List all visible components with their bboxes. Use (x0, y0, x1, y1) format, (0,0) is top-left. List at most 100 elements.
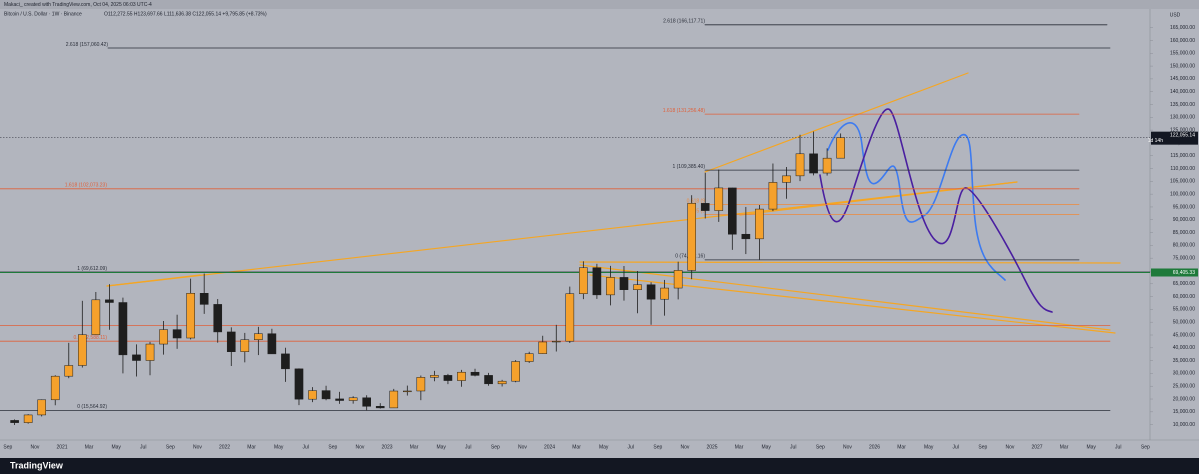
candle-body (660, 287, 669, 300)
header-ohlc: O112,272.55 H123,697.66 L111,636.38 C122… (104, 11, 267, 17)
candle-body (362, 397, 371, 407)
y-tick-label: 50,000.00 (1173, 320, 1195, 326)
x-tick-label: 2024 (544, 444, 555, 450)
candle-body (700, 203, 710, 211)
fib-level-label: 0.5 (42,588.11) (73, 335, 107, 341)
y-tick-label: 145,000.00 (1170, 76, 1195, 82)
y-tick-label: 25,000.00 (1173, 384, 1195, 390)
candle-body (50, 375, 60, 401)
candle-body (673, 270, 683, 289)
x-tick-label: May (1086, 444, 1096, 450)
x-tick-label: May (436, 444, 446, 450)
x-tick-label: Sep (3, 444, 12, 450)
y-tick-label: 110,000.00 (1170, 166, 1195, 172)
fib-level-label: 1 (69,612.09) (77, 266, 107, 272)
candle-body (524, 353, 534, 362)
candle-body (145, 343, 155, 361)
x-tick-label: Sep (816, 444, 825, 450)
candle-body (308, 390, 317, 400)
y-tick-label: 105,000.00 (1170, 179, 1195, 185)
x-tick-label: May (274, 444, 284, 450)
marker-label: 69,405.33 (1173, 270, 1195, 276)
candle-body (633, 284, 642, 290)
y-tick-label: 15,000.00 (1173, 409, 1195, 415)
header-title: Makaci_ created with TradingView.com, Oc… (4, 2, 152, 8)
x-tick-label: Mar (572, 444, 581, 450)
candle-body (619, 277, 629, 290)
candle-body (132, 354, 141, 361)
y-tick-label: 135,000.00 (1170, 102, 1195, 108)
x-tick-label: 2023 (381, 444, 392, 450)
candle-body (809, 153, 818, 174)
candle-body (457, 371, 466, 381)
candle-body (37, 399, 46, 416)
candle-body (646, 284, 656, 300)
y-tick-label: 75,000.00 (1173, 255, 1195, 261)
candle-body (592, 267, 602, 296)
x-tick-label: Mar (410, 444, 419, 450)
x-tick-label: Jul (303, 444, 309, 450)
x-tick-label: Nov (680, 444, 689, 450)
x-tick-label: Sep (978, 444, 987, 450)
fib-level-label: 2.618 (166,117.71) (663, 19, 705, 25)
countdown-label: 1d 14h (1148, 138, 1164, 144)
fib-level-label: 0.5 (9 (692, 208, 705, 214)
candle-body (443, 375, 453, 381)
y-tick-label: 60,000.00 (1173, 294, 1195, 300)
candle-body (321, 390, 331, 400)
candle-body (105, 299, 114, 303)
y-tick-label: 130,000.00 (1170, 115, 1195, 121)
x-tick-label: Mar (1060, 444, 1069, 450)
x-tick-label: 2027 (1031, 444, 1042, 450)
y-tick-label: 115,000.00 (1170, 153, 1195, 159)
candle-body (294, 368, 304, 400)
marker-tag (1151, 268, 1198, 277)
trend-line (106, 274, 201, 287)
candle-body (551, 340, 561, 343)
x-tick-label: Jul (1115, 444, 1121, 450)
x-tick-label: 2021 (56, 444, 67, 450)
fib-level-label: 1.618 (131,256.48) (663, 108, 706, 114)
candle-body (403, 390, 412, 393)
candle-body (687, 203, 696, 271)
candle-body (579, 267, 588, 294)
candle-body (728, 187, 737, 235)
candle-body (795, 153, 805, 177)
y-tick-label: 140,000.00 (1170, 89, 1195, 95)
candle-body (741, 233, 751, 240)
fib-level-label: 0.618 (9 (687, 198, 706, 204)
x-tick-label: Jul (790, 444, 796, 450)
x-tick-label: Mar (85, 444, 94, 450)
candle-body (254, 333, 263, 340)
candle-body (768, 182, 778, 210)
x-tick-label: Jul (140, 444, 146, 450)
x-tick-label: Nov (30, 444, 39, 450)
x-tick-label: Mar (897, 444, 906, 450)
x-tick-label: Sep (491, 444, 500, 450)
candle-body (186, 293, 195, 339)
x-tick-label: May (924, 444, 934, 450)
drawings (0, 24, 1151, 411)
x-tick-label: Jul (465, 444, 471, 450)
x-tick-label: May (761, 444, 771, 450)
candle-body (348, 397, 358, 401)
candle-body (755, 208, 764, 240)
y-tick-label: 20,000.00 (1173, 396, 1195, 402)
candle-body (23, 414, 33, 423)
candle-body (118, 302, 128, 356)
candle-body (226, 331, 236, 352)
fib-level-label: 2.618 (157,060.42) (66, 42, 109, 48)
x-tick-label: 2022 (219, 444, 230, 450)
y-tick-label: 80,000.00 (1173, 243, 1195, 249)
fib-level-label: 0 (15,564.92) (77, 404, 107, 410)
trend-line (739, 181, 1018, 216)
x-tick-label: Mar (247, 444, 256, 450)
y-tick-label: 150,000.00 (1170, 63, 1195, 69)
candle-body (91, 299, 101, 335)
trend-line (579, 264, 1111, 331)
candle-body (714, 187, 724, 211)
y-tick-label: 35,000.00 (1173, 358, 1195, 364)
x-tick-label: May (599, 444, 609, 450)
fib-level-label: 1 (109,385.40) (672, 164, 705, 170)
